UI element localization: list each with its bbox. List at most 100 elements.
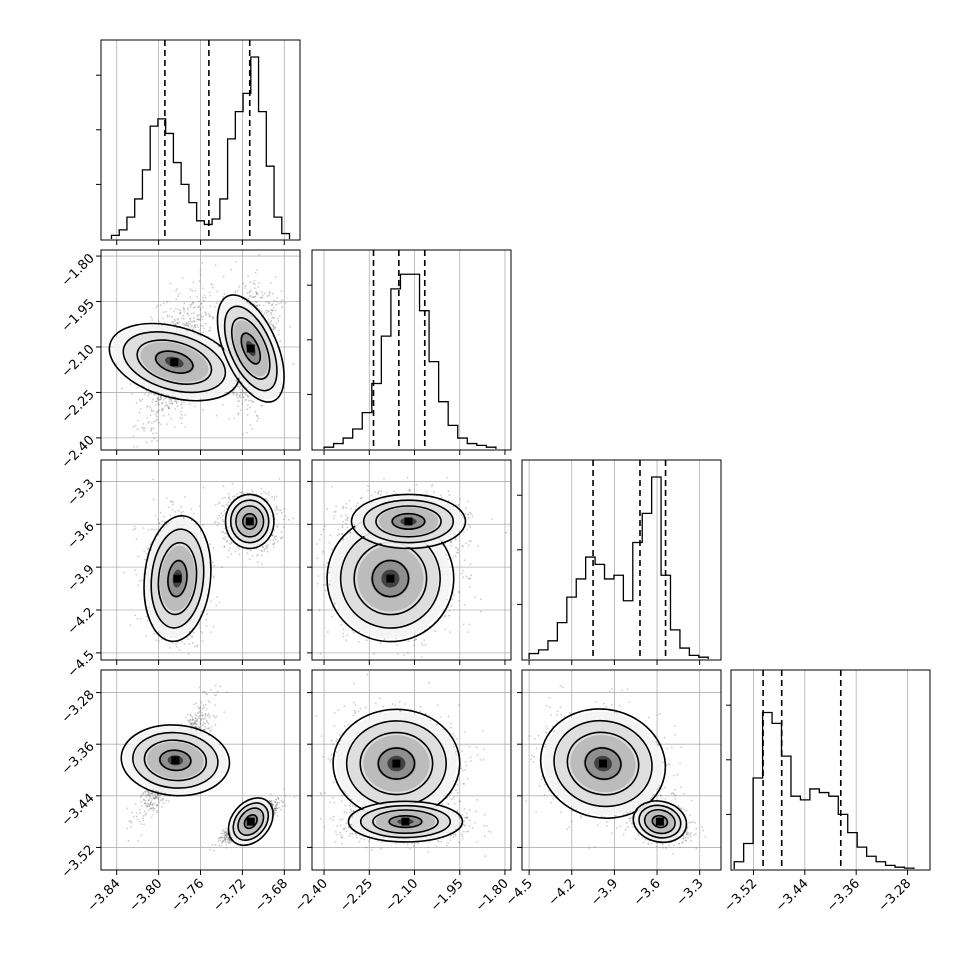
sample-point (218, 514, 221, 517)
sample-point (147, 422, 150, 424)
sample-point (143, 430, 146, 432)
sample-point (136, 387, 139, 389)
sample-point (289, 325, 291, 328)
sample-point (210, 600, 213, 603)
sample-point (261, 296, 264, 299)
sample-point (280, 301, 282, 304)
sample-point (253, 296, 255, 298)
sample-point (185, 322, 188, 324)
sample-point (271, 303, 274, 306)
sample-point (156, 304, 159, 307)
sample-point (277, 320, 280, 322)
sample-point (219, 501, 221, 504)
x-tick-label: −3.44 (773, 876, 812, 915)
sample-point (187, 324, 190, 327)
sample-point (257, 553, 260, 556)
sample-point (137, 555, 140, 558)
sample-point (175, 307, 177, 310)
sample-point (230, 541, 232, 544)
sample-point (258, 304, 261, 307)
sample-point (277, 302, 280, 305)
sample-point (155, 404, 157, 406)
sample-point (199, 309, 202, 311)
sample-point (150, 428, 153, 431)
sample-point (183, 308, 186, 310)
sample-point (269, 320, 272, 323)
sample-point (202, 296, 204, 299)
sample-point (263, 491, 265, 493)
sample-point (153, 437, 156, 440)
sample-point (211, 316, 214, 318)
sample-point (250, 399, 253, 402)
sample-point (150, 528, 153, 531)
sample-point (258, 254, 261, 256)
sample-point (199, 307, 202, 310)
sample-point (223, 532, 226, 535)
sample-point (173, 426, 176, 429)
sample-point (159, 423, 162, 426)
x-tick-label: −3.28 (876, 876, 915, 915)
sample-point (194, 290, 197, 292)
sample-point (277, 509, 280, 511)
density-peak (170, 358, 179, 367)
sample-point (135, 573, 138, 576)
sample-point (251, 555, 254, 557)
sample-point (256, 419, 259, 422)
sample-point (183, 401, 185, 403)
sample-point (272, 325, 274, 328)
sample-point (182, 323, 184, 325)
sample-point (156, 397, 159, 399)
sample-point (165, 401, 168, 404)
sample-point (155, 528, 158, 531)
sample-point (242, 396, 245, 398)
y-tick-label: −1.80 (59, 251, 98, 290)
sample-point (202, 524, 205, 526)
sample-point (160, 396, 162, 398)
sample-point (280, 512, 283, 514)
sample-point (161, 402, 164, 405)
sample-point (222, 275, 225, 278)
sample-point (171, 401, 174, 404)
sample-point (187, 309, 190, 311)
sample-point (158, 403, 161, 406)
sample-point (174, 408, 177, 410)
sample-point (168, 398, 171, 400)
sample-point (151, 439, 153, 442)
sample-point (254, 411, 257, 413)
sample-point (165, 423, 168, 425)
sample-point (160, 397, 162, 400)
sample-point (156, 400, 159, 403)
sample-point (261, 554, 263, 557)
sample-point (154, 514, 157, 517)
sample-point (247, 297, 250, 300)
sample-point (169, 315, 171, 318)
sample-point (166, 405, 169, 407)
sample-point (149, 414, 152, 417)
sample-point (198, 280, 201, 283)
sample-point (197, 306, 200, 308)
sample-point (164, 405, 167, 408)
sample-point (198, 305, 201, 307)
sample-point (255, 554, 258, 557)
sample-point (156, 411, 158, 414)
sample-point (181, 407, 183, 409)
sample-point (262, 546, 264, 548)
sample-point (189, 304, 192, 306)
sample-point (236, 396, 239, 399)
sample-point (256, 414, 258, 417)
sample-point (158, 422, 160, 424)
y-tick-label: −2.10 (59, 342, 98, 381)
sample-point (276, 317, 279, 320)
sample-point (219, 517, 222, 519)
sample-point (181, 417, 184, 420)
sample-point (171, 642, 174, 644)
sample-point (170, 308, 172, 310)
sample-point (158, 321, 161, 323)
sample-point (234, 291, 237, 294)
sample-point (221, 566, 223, 569)
sample-point (157, 518, 160, 521)
sample-point (212, 316, 215, 318)
sample-point (150, 427, 153, 430)
sample-point (136, 428, 139, 431)
